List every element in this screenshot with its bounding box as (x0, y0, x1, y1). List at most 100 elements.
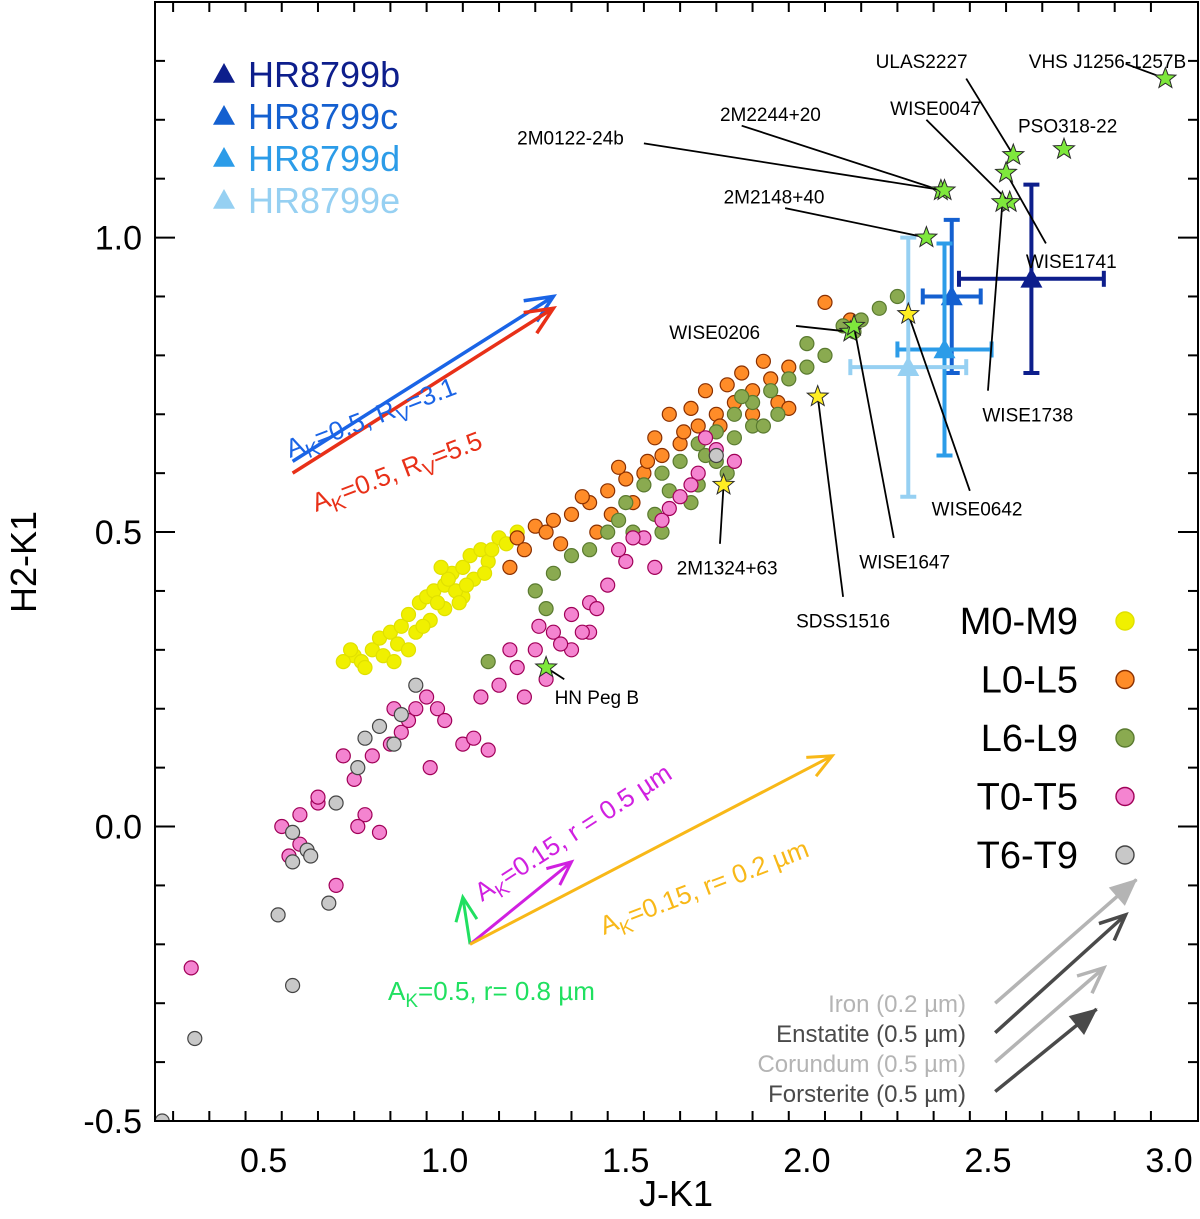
object-label: 2M2148+40 (724, 187, 825, 208)
point-l6-l9 (817, 347, 833, 363)
point-t0-t5 (509, 659, 525, 676)
point-l6-l9 (726, 430, 743, 446)
point-m0-m9 (343, 642, 359, 658)
point-l0-l5 (690, 418, 706, 434)
point-t0-t5 (292, 807, 308, 823)
point-t6-t9 (303, 848, 319, 864)
leader-line (907, 313, 971, 492)
cloud-vector-2 (994, 913, 1127, 1034)
object-label: HN Peg B (555, 688, 639, 709)
object-label: ULAS2227 (876, 52, 968, 73)
point-t6-t9 (155, 1113, 170, 1121)
x-tick-label: 2.0 (783, 1142, 830, 1180)
point-m0-m9 (429, 595, 446, 611)
point-t6-t9 (371, 718, 388, 735)
legend-type-marker (1115, 728, 1135, 748)
legend-type-marker (1115, 669, 1135, 690)
point-l0-l5 (552, 536, 569, 552)
legend-type-label: L0-L5 (981, 660, 1078, 702)
point-t0-t5 (697, 430, 714, 446)
y-tick-label: -0.5 (83, 1103, 142, 1141)
star-marker (805, 384, 830, 407)
point-t0-t5 (466, 730, 482, 746)
point-t0-t5 (683, 477, 699, 493)
object-label: WISE0642 (932, 499, 1023, 520)
star-marker (1153, 66, 1178, 89)
object-label: WISE1647 (859, 553, 950, 574)
point-t0-t5 (531, 618, 547, 634)
y-tick-label: 1.0 (95, 220, 142, 258)
plot-frame (154, 1, 1199, 1122)
point-l6-l9 (871, 300, 887, 316)
star-marker (1001, 142, 1026, 166)
point-l0-l5 (647, 430, 663, 446)
point-t0-t5 (516, 689, 533, 705)
x-tick-label: 1.0 (421, 1142, 468, 1180)
legend-type-label: T0-T5 (977, 777, 1078, 819)
star-marker (994, 160, 1018, 183)
point-t0-t5 (726, 453, 743, 469)
object-label: WISE1741 (1026, 252, 1117, 273)
point-t6-t9 (321, 895, 337, 911)
star-marker (914, 225, 939, 248)
point-t0-t5 (527, 642, 543, 658)
x-axis-title: J-K1 (639, 1173, 713, 1214)
point-t6-t9 (393, 706, 409, 723)
object-label: VHS J1256-1257B (1029, 52, 1186, 73)
named-objects (534, 62, 1178, 681)
point-l6-l9 (799, 359, 815, 375)
point-t6-t9 (350, 759, 366, 776)
object-label: WISE0206 (669, 323, 760, 344)
point-m0-m9 (415, 618, 431, 634)
point-l0-l5 (600, 483, 616, 499)
point-t0-t5 (600, 577, 616, 593)
point-l6-l9 (563, 547, 580, 564)
point-l0-l5 (563, 506, 580, 523)
star-marker (534, 655, 558, 678)
star-marker (932, 178, 957, 201)
point-t0-t5 (422, 759, 438, 776)
point-t0-t5 (357, 807, 373, 823)
point-l0-l5 (817, 294, 833, 310)
leader-line (741, 124, 942, 192)
y-tick-label: 0.0 (95, 809, 142, 847)
object-label: 2M1324+63 (677, 558, 778, 579)
point-l0-l5 (755, 353, 772, 369)
y-tick-label: 0.5 (95, 514, 142, 552)
point-t0-t5 (610, 542, 627, 558)
point-t6-t9 (708, 447, 724, 464)
object-label: SDSS1516 (796, 611, 890, 632)
legend-type-label: T6-T9 (977, 835, 1078, 877)
point-m0-m9 (440, 571, 456, 587)
point-l6-l9 (763, 383, 779, 399)
extinction-arrowhead-2 (523, 305, 557, 335)
point-t0-t5 (563, 606, 580, 623)
legend-planet-label: HR8799d (248, 138, 400, 179)
point-m0-m9 (357, 659, 373, 676)
point-l0-l5 (639, 453, 656, 469)
point-t0-t5 (371, 824, 388, 841)
point-l0-l5 (509, 530, 525, 546)
x-tick-label: 1.5 (602, 1142, 649, 1180)
point-l6-l9 (610, 512, 627, 528)
extinction-vector-1 (291, 294, 555, 463)
legend-type-marker (1115, 786, 1135, 807)
extinction-vector-2 (291, 306, 555, 475)
point-t0-t5 (183, 960, 199, 976)
point-t0-t5 (350, 818, 366, 835)
point-m0-m9 (455, 559, 471, 576)
point-m0-m9 (451, 595, 467, 611)
point-l6-l9 (770, 406, 786, 422)
cloud-labels: Iron (0.2 µm) Enstatite (0.5 µm) Corundum … (757, 991, 966, 1108)
point-t0-t5 (618, 553, 634, 570)
legend-planet-marker (213, 189, 235, 209)
point-l0-l5 (683, 400, 699, 416)
leader-line (965, 78, 1015, 156)
planet-marker-hr8799e (897, 356, 920, 376)
planet-marker-hr8799d (933, 338, 956, 359)
leader-line (925, 119, 1011, 203)
extinction-arrowhead-1 (523, 294, 557, 323)
x-tick-label: 0.5 (240, 1142, 287, 1180)
point-l0-l5 (545, 512, 562, 528)
dust-vector-2 (469, 860, 573, 946)
